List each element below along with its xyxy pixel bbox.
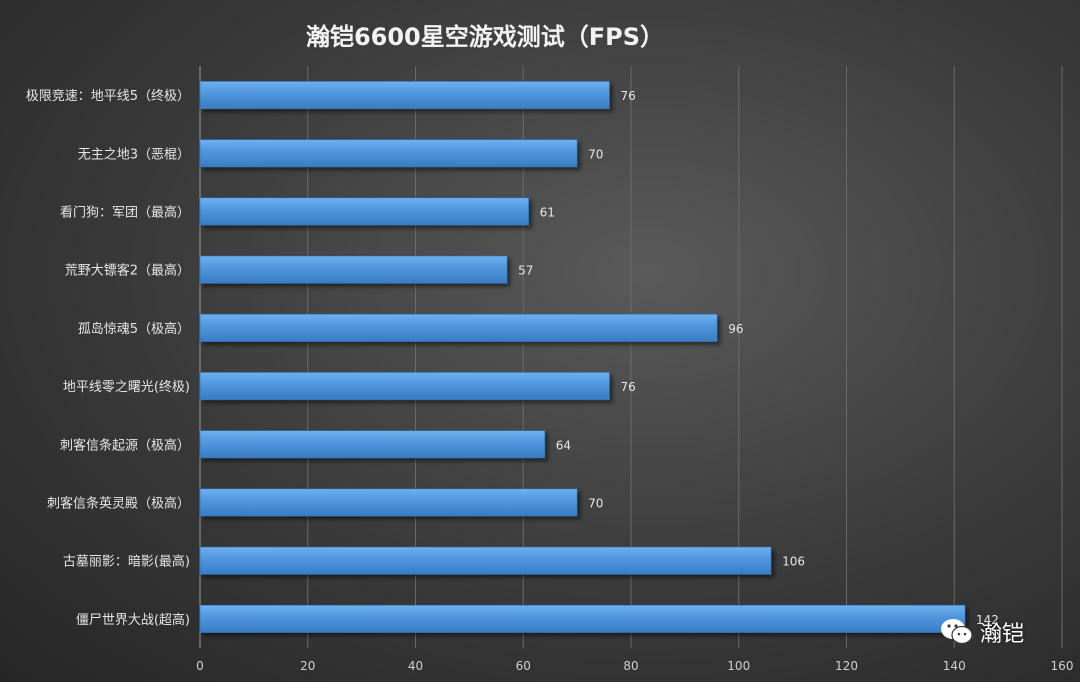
x-tick-label: 120 xyxy=(835,659,858,673)
x-tick-label: 80 xyxy=(623,659,638,673)
category-label: 刺客信条英灵殿（极高） xyxy=(47,496,190,512)
data-label: 64 xyxy=(556,438,571,452)
category-label: 无主之地3（恶棍） xyxy=(78,147,190,162)
bar xyxy=(199,430,546,459)
bar xyxy=(199,139,578,168)
x-tick-label: 0 xyxy=(196,659,204,673)
category-label: 看门狗：军团（最高） xyxy=(60,205,190,221)
x-tick-label: 100 xyxy=(727,659,750,673)
data-label: 70 xyxy=(588,147,603,161)
category-label: 地平线零之曙光(终极) xyxy=(63,379,190,395)
data-label: 96 xyxy=(728,322,743,336)
category-label: 孤岛惊魂5（极高） xyxy=(78,321,190,337)
bar xyxy=(199,604,966,633)
watermark-text: 瀚铠 xyxy=(980,622,1025,647)
wechat-icon xyxy=(941,619,973,645)
labels: 0 20 40 60 80 100 120 140 160 极限竞速：地平线5（终极） 76 无主之地… xyxy=(26,88,1074,673)
x-tick-label: 20 xyxy=(300,659,315,673)
bars xyxy=(199,81,966,633)
data-label: 142 xyxy=(976,613,999,627)
bar xyxy=(199,197,529,226)
bar xyxy=(199,255,508,284)
category-label: 僵尸世界大战(超高) xyxy=(76,612,190,628)
category-label: 古墓丽影：暗影(最高) xyxy=(63,554,190,570)
category-label: 刺客信条起源（极高） xyxy=(60,437,190,453)
data-label: 76 xyxy=(620,89,635,103)
data-label: 61 xyxy=(540,206,555,220)
category-label: 极限竞速：地平线5（终极） xyxy=(26,88,190,104)
chart-title: 瀚铠6600星空游戏测试（FPS） xyxy=(306,23,664,51)
bar xyxy=(199,81,610,110)
bar xyxy=(199,313,718,342)
x-tick-label: 140 xyxy=(943,659,966,673)
bar xyxy=(199,372,610,401)
x-tick-label: 160 xyxy=(1051,659,1074,673)
bar xyxy=(199,546,772,575)
watermark: 瀚铠 xyxy=(940,616,1024,648)
bar xyxy=(199,488,578,517)
data-label: 76 xyxy=(620,380,635,394)
category-label: 荒野大镖客2（最高） xyxy=(65,263,190,279)
data-label: 57 xyxy=(518,264,533,278)
data-label: 106 xyxy=(782,555,805,569)
data-label: 70 xyxy=(588,497,603,511)
x-tick-label: 40 xyxy=(408,659,423,673)
x-tick-label: 60 xyxy=(516,659,531,673)
